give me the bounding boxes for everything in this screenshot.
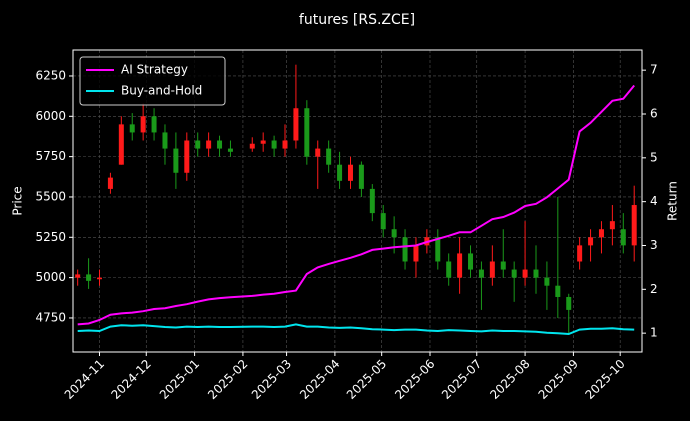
y2-tick-label: 3 — [650, 238, 658, 252]
y2-tick-label: 1 — [650, 326, 658, 340]
candle-body — [435, 237, 441, 262]
legend-box — [79, 56, 226, 106]
y-tick-label: 4750 — [35, 310, 66, 324]
y-tick-label: 5000 — [35, 270, 66, 284]
candle-body — [489, 261, 495, 278]
y2-tick-label: 4 — [650, 194, 658, 208]
candle-body — [511, 269, 517, 278]
candle-body — [413, 245, 419, 262]
x-tick-label: 2025-06 — [392, 357, 437, 402]
return-line — [77, 84, 635, 326]
candle-body — [380, 213, 386, 230]
x-tick-label: 2025-08 — [487, 357, 532, 402]
x-tick-label: 2025-01 — [157, 357, 202, 402]
candle-body — [195, 140, 201, 149]
candle-body — [75, 274, 81, 278]
return-line — [77, 323, 635, 336]
candle-body — [577, 245, 583, 262]
candle-body — [260, 140, 266, 144]
candle-body — [555, 285, 561, 297]
candle-body — [620, 229, 626, 246]
plot-frame — [72, 49, 643, 353]
y-tick-label: 5750 — [35, 149, 66, 163]
y-tick-label: 5500 — [35, 189, 66, 203]
candle-body — [217, 140, 223, 149]
y-tick-label: 6000 — [35, 109, 66, 123]
legend-label: AI Strategy — [121, 63, 188, 77]
candle-body — [271, 140, 277, 149]
candle-body — [478, 269, 484, 278]
y2-tick-label: 5 — [650, 150, 658, 164]
legend: AI Strategy Buy-and-Hold — [79, 56, 226, 106]
candle-body — [107, 177, 113, 189]
candle-body — [468, 253, 474, 270]
x-tick-label: 2025-05 — [344, 357, 389, 402]
candle-body — [227, 148, 233, 152]
candle-body — [293, 108, 299, 141]
candle-body — [315, 148, 321, 157]
x-tick-label: 2024-11 — [62, 357, 107, 402]
x-tick-label: 2025-04 — [297, 357, 342, 402]
y-axis-label: Price — [11, 186, 25, 215]
y2-tick-label: 2 — [650, 282, 658, 296]
candle-body — [129, 124, 135, 133]
candle-body — [588, 237, 594, 246]
candle-body — [446, 261, 452, 278]
candle-body — [184, 140, 190, 173]
candle-body — [337, 164, 343, 181]
x-tick-label: 2025-07 — [439, 357, 484, 402]
candle-body — [118, 124, 124, 165]
candle-body — [326, 148, 332, 165]
candle-body — [544, 277, 550, 286]
candle-body — [402, 237, 408, 262]
y-tick-label: 6250 — [35, 68, 66, 82]
candle-body — [97, 277, 103, 280]
legend-label: Buy-and-Hold — [121, 84, 202, 98]
candle-body — [522, 269, 528, 278]
candle-body — [457, 253, 463, 278]
x-tick-label: 2024-12 — [109, 357, 154, 402]
candle-body — [391, 229, 397, 238]
x-tick-label: 2025-02 — [205, 357, 250, 402]
candle-body — [304, 108, 310, 157]
candle-body — [162, 132, 168, 149]
chart-title: futures [RS.ZCE] — [299, 12, 415, 28]
candle-body — [631, 205, 637, 246]
candle-body — [609, 221, 615, 230]
candle-body — [173, 148, 179, 173]
y2-axis-label: Return — [666, 181, 680, 221]
y2-tick-label: 6 — [650, 106, 658, 120]
x-tick-label: 2025-09 — [536, 357, 581, 402]
y-tick-label: 5250 — [35, 230, 66, 244]
y2-tick-label: 7 — [650, 63, 658, 77]
candle-body — [140, 116, 146, 133]
candle-body — [206, 140, 212, 149]
candle-body — [598, 229, 604, 238]
candle-body — [358, 164, 364, 189]
candle-body — [249, 143, 255, 149]
candle-body — [566, 296, 572, 310]
candle-body — [86, 274, 92, 281]
candle-body — [151, 116, 157, 133]
candle-body — [369, 188, 375, 214]
candle-body — [533, 269, 539, 278]
x-tick-label: 2025-03 — [249, 357, 294, 402]
candle-body — [500, 261, 506, 270]
candle-body — [282, 140, 288, 149]
candle-body — [347, 164, 353, 181]
x-tick-label: 2025-10 — [582, 357, 627, 402]
